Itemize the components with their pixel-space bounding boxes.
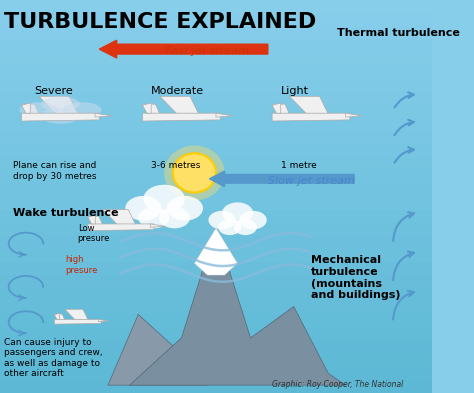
Polygon shape <box>290 96 328 114</box>
Ellipse shape <box>41 96 80 112</box>
FancyArrow shape <box>210 171 354 187</box>
Bar <box>0 184 432 196</box>
Bar <box>0 380 432 393</box>
Polygon shape <box>216 113 233 117</box>
Bar <box>0 13 432 26</box>
Polygon shape <box>65 309 88 320</box>
Text: 3-6 metres: 3-6 metres <box>151 161 201 170</box>
Bar <box>0 367 432 380</box>
Ellipse shape <box>41 108 80 124</box>
Polygon shape <box>194 228 237 275</box>
Ellipse shape <box>209 211 236 230</box>
Bar <box>0 354 432 367</box>
Polygon shape <box>88 216 102 225</box>
Bar <box>0 66 432 79</box>
Polygon shape <box>88 224 154 231</box>
Bar <box>0 262 432 275</box>
Bar <box>0 249 432 262</box>
Ellipse shape <box>164 145 225 200</box>
Text: Can cause injury to
passengers and crew,
as well as damage to
other aircraft: Can cause injury to passengers and crew,… <box>4 338 103 378</box>
Polygon shape <box>346 113 363 117</box>
Polygon shape <box>272 104 290 114</box>
Polygon shape <box>143 103 151 113</box>
Bar <box>0 341 432 354</box>
Text: Light: Light <box>281 86 309 96</box>
Text: Graphic: Roy Cooper, The National: Graphic: Roy Cooper, The National <box>272 380 403 389</box>
Bar <box>0 314 432 327</box>
Polygon shape <box>272 103 281 113</box>
Polygon shape <box>108 314 207 385</box>
Ellipse shape <box>144 185 185 213</box>
Text: Plane can rise and
drop by 30 metres: Plane can rise and drop by 30 metres <box>13 161 96 180</box>
Text: 1 metre: 1 metre <box>281 161 317 170</box>
Bar <box>0 275 432 288</box>
Ellipse shape <box>159 207 190 228</box>
Text: Thermal turbulence: Thermal turbulence <box>337 28 460 37</box>
Text: Slow jet stream: Slow jet stream <box>268 176 355 186</box>
Polygon shape <box>272 113 350 121</box>
Bar <box>0 92 432 105</box>
Bar <box>0 170 432 184</box>
Polygon shape <box>88 215 95 224</box>
Bar <box>0 52 432 66</box>
Bar <box>0 144 432 157</box>
Bar <box>0 0 432 13</box>
Text: Severe: Severe <box>35 86 73 96</box>
Polygon shape <box>143 113 220 121</box>
Text: Fast jet stream: Fast jet stream <box>165 46 249 56</box>
Ellipse shape <box>167 196 203 221</box>
Ellipse shape <box>63 102 101 118</box>
Bar <box>0 39 432 52</box>
Ellipse shape <box>125 196 162 221</box>
Ellipse shape <box>19 102 58 118</box>
Polygon shape <box>102 209 136 225</box>
Polygon shape <box>129 228 346 385</box>
Bar <box>0 118 432 131</box>
Polygon shape <box>95 113 112 117</box>
Polygon shape <box>55 320 101 324</box>
Bar <box>0 209 432 223</box>
Bar <box>0 327 432 341</box>
Polygon shape <box>160 96 199 114</box>
Text: Wake turbulence: Wake turbulence <box>13 208 118 218</box>
Ellipse shape <box>138 207 169 228</box>
Bar <box>0 26 432 39</box>
Bar <box>0 105 432 118</box>
Polygon shape <box>55 313 60 320</box>
Text: Moderate: Moderate <box>151 86 204 96</box>
Polygon shape <box>22 103 30 113</box>
Ellipse shape <box>218 219 241 235</box>
Bar <box>0 301 432 314</box>
Bar <box>0 223 432 236</box>
Ellipse shape <box>222 202 253 224</box>
Polygon shape <box>99 320 109 322</box>
Bar <box>0 79 432 92</box>
Bar <box>0 196 432 209</box>
Polygon shape <box>22 113 100 121</box>
Polygon shape <box>150 224 165 227</box>
Polygon shape <box>55 314 65 320</box>
Ellipse shape <box>239 211 267 230</box>
Text: TURBULENCE EXPLAINED: TURBULENCE EXPLAINED <box>4 12 317 32</box>
Text: high
presure: high presure <box>65 255 97 275</box>
Ellipse shape <box>234 219 257 235</box>
Bar <box>0 288 432 301</box>
FancyArrow shape <box>100 40 268 58</box>
Bar <box>0 131 432 144</box>
Text: Low
presure: Low presure <box>78 224 110 243</box>
Bar <box>0 236 432 249</box>
Polygon shape <box>143 104 160 114</box>
Text: Mechanical
turbulence
(mountains
and buildings): Mechanical turbulence (mountains and bui… <box>311 255 401 300</box>
Ellipse shape <box>173 153 216 193</box>
Polygon shape <box>39 96 78 114</box>
Polygon shape <box>22 104 39 114</box>
Bar <box>0 157 432 170</box>
